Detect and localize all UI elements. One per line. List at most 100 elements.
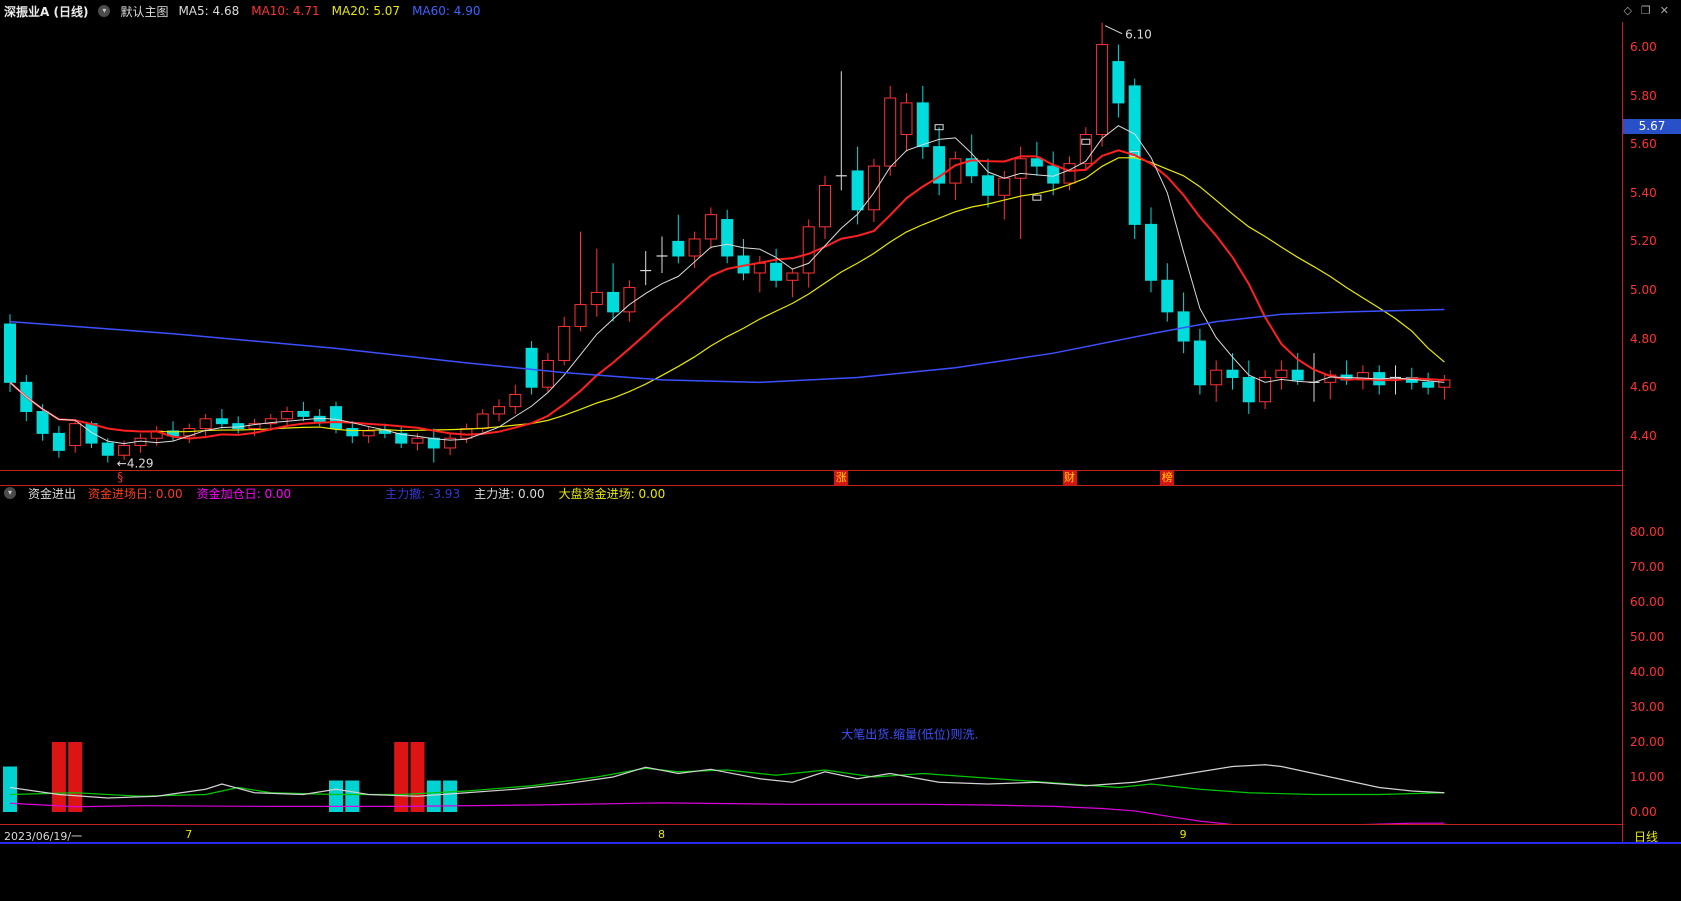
candle-body xyxy=(118,445,131,456)
date-label: 2023/06/19/一 xyxy=(4,830,83,843)
fund-bar xyxy=(426,780,441,812)
candle-body xyxy=(623,287,636,313)
candle-body xyxy=(770,262,783,281)
candle-body xyxy=(427,437,440,449)
price-axis-label: 5.60 xyxy=(1630,137,1657,152)
candle-body xyxy=(378,430,391,434)
candle-body xyxy=(1291,369,1304,381)
price-axis-label: 5.00 xyxy=(1630,283,1657,297)
candle-body xyxy=(753,262,766,274)
window-controls: ◇ ❐ ✕ xyxy=(1623,4,1669,17)
month-marker: 8 xyxy=(658,828,665,841)
price-axis-label: 4.40 xyxy=(1630,428,1657,443)
fund-bar xyxy=(410,742,425,812)
fund-bar xyxy=(3,766,17,812)
candle-body xyxy=(1030,158,1043,167)
indicator-axis-label: 0.00 xyxy=(1630,805,1657,819)
price-axis-label: 4.60 xyxy=(1630,380,1657,395)
candle-body xyxy=(949,158,962,184)
chart-header: 深振业A (日线) ▾ 默认主图 MA5: 4.68 MA10: 4.71 MA20… xyxy=(0,0,1681,22)
candle-body xyxy=(69,423,82,447)
candle-body xyxy=(1210,369,1223,386)
candle-body xyxy=(704,214,717,240)
candle-body xyxy=(672,240,685,257)
collapse-indicator-icon[interactable]: ▾ xyxy=(4,487,16,499)
high-annotation: 6.10 xyxy=(1125,28,1152,42)
indicator-header-value: 主力撤: -3.93 xyxy=(385,486,461,501)
close-icon[interactable]: ✕ xyxy=(1659,4,1669,17)
ma-value: MA5: 4.68 xyxy=(178,4,240,18)
candle-body xyxy=(590,291,603,306)
candle-body xyxy=(52,432,65,451)
main-overlay-selector[interactable]: 默认主图 xyxy=(120,4,169,19)
candle-body xyxy=(574,304,587,327)
indicator-header-value: 主力进: 0.00 xyxy=(474,486,545,501)
fund-bar xyxy=(68,742,83,812)
price-axis-label: 5.40 xyxy=(1630,185,1657,200)
candle-body xyxy=(558,325,571,361)
candle-body xyxy=(346,428,359,437)
fund-bar xyxy=(443,780,458,812)
low-annotation: ←4.29 xyxy=(117,457,154,470)
candle-body xyxy=(916,102,929,148)
price-flag-marker xyxy=(1032,194,1042,201)
ma20-line xyxy=(9,157,1445,433)
fund-line-white xyxy=(9,764,1445,799)
candle-body xyxy=(1193,340,1206,386)
price-axis-label: 4.80 xyxy=(1630,331,1657,346)
candle-body xyxy=(1438,379,1451,388)
indicator-axis-label: 40.00 xyxy=(1630,665,1665,679)
fund-line-magenta xyxy=(9,802,1445,824)
fund-bar xyxy=(51,742,66,812)
candle-body xyxy=(1096,44,1109,135)
ma5-line xyxy=(9,125,1445,445)
fund-bar xyxy=(345,780,360,812)
candle-body xyxy=(362,430,375,437)
candle-body xyxy=(982,175,994,196)
candle-body xyxy=(248,423,261,430)
ma60-line xyxy=(9,308,1445,384)
indicator-axis-label: 70.00 xyxy=(1630,560,1665,574)
event-marker[interactable]: 涨 xyxy=(834,471,849,485)
candle-body xyxy=(802,226,815,274)
kline-chart[interactable]: 6.10 ←4.29 xyxy=(0,22,1622,470)
indicator-axis-label: 60.00 xyxy=(1630,595,1665,609)
candle-body xyxy=(819,185,831,228)
restore-window-icon[interactable]: ❐ xyxy=(1640,4,1651,17)
symbol-title: 深振业A (日线) xyxy=(4,4,89,19)
candle-body xyxy=(786,272,799,281)
pin-icon[interactable]: ◇ xyxy=(1623,4,1632,17)
indicator-values: 资金进场日: 0.00 资金加仓日: 0.00 主力撤: -3.93 主力进: 0.0… xyxy=(88,485,665,502)
fund-flow-chart[interactable]: 大笔出货.缩量(低位)则洗. xyxy=(0,500,1622,824)
event-marker[interactable]: § xyxy=(117,470,124,484)
candle-body xyxy=(1422,381,1435,388)
ma-values: MA5: 4.68 MA10: 4.71 MA20: 5.07 MA60: 4.90 xyxy=(178,4,480,18)
axis-border xyxy=(1622,22,1623,843)
candle-body xyxy=(101,442,114,456)
collapse-main-chart-icon[interactable]: ▾ xyxy=(98,5,111,17)
candle-body xyxy=(884,97,897,167)
candle-body xyxy=(199,418,212,430)
price-axis-label: 5.20 xyxy=(1630,234,1657,249)
candle-body xyxy=(476,413,489,430)
candle-body xyxy=(851,170,864,211)
candle-body xyxy=(1356,372,1369,381)
candle-body xyxy=(965,158,978,177)
candle-body xyxy=(4,323,16,383)
ma-value: MA60: 4.90 xyxy=(412,4,481,18)
indicator-axis-label: 20.00 xyxy=(1630,735,1665,749)
period-label: 日线 xyxy=(1634,830,1659,844)
candle-body xyxy=(85,423,98,444)
candle-body xyxy=(1161,279,1174,313)
indicator-axis-label: 10.00 xyxy=(1630,770,1665,784)
price-flag-marker xyxy=(1081,138,1091,145)
candle-body xyxy=(36,411,49,434)
candle-body xyxy=(1259,376,1272,403)
fund-line-green xyxy=(9,767,1445,797)
indicator-bottom-divider xyxy=(0,824,1622,825)
price-axis-label: 6.00 xyxy=(1630,40,1657,54)
event-marker[interactable]: 榜 xyxy=(1160,471,1175,485)
price-flag-marker xyxy=(934,124,944,131)
event-marker[interactable]: 财 xyxy=(1062,471,1077,485)
